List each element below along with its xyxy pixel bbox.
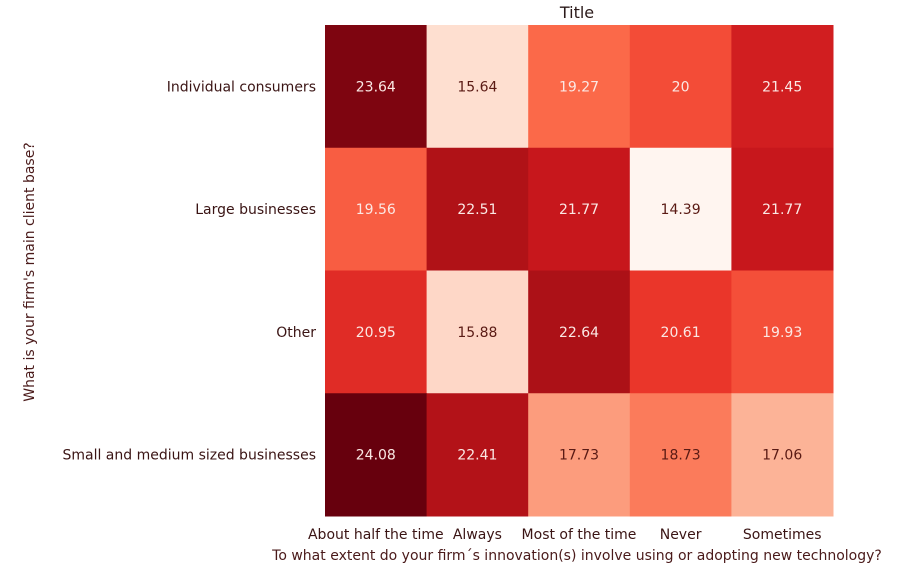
cell-value-label: 17.06: [762, 448, 802, 464]
heatmap-cell: [528, 147, 631, 271]
chart-title: Title: [559, 3, 594, 22]
y-tick-label: Other: [276, 325, 316, 341]
cell-value-label: 19.56: [356, 202, 396, 218]
heatmap-cell: [325, 147, 428, 271]
cell-value-label: 20.61: [661, 325, 701, 341]
y-tick-label: Small and medium sized businesses: [62, 448, 316, 464]
cell-value-label: 22.51: [457, 202, 497, 218]
cell-value-label: 24.08: [356, 448, 396, 464]
y-tick-label: Large businesses: [195, 202, 316, 218]
heatmap-cell: [325, 270, 428, 394]
heatmap-cell: [629, 270, 732, 394]
x-axis-label: To what extent do your firm´s innovation…: [271, 548, 882, 564]
x-tick-label: Never: [660, 527, 702, 543]
heatmap-cell: [528, 270, 631, 394]
heatmap-cell: [731, 147, 834, 271]
x-tick-label: Sometimes: [743, 527, 822, 543]
heatmap-cell: [528, 393, 631, 517]
x-tick-label: About half the time: [308, 527, 444, 543]
heatmap-cell: [426, 270, 529, 394]
x-tick-labels: About half the time Always Most of the tim…: [308, 527, 822, 543]
cell-value-label: 15.64: [457, 79, 497, 95]
heatmap-cell: [325, 25, 428, 149]
heatmap-cells: 23.64 15.64 19.27 20 21.45 19.56 22.51 21.77 14.…: [325, 25, 834, 517]
heatmap-cell: [426, 393, 529, 517]
heatmap-cell: [426, 25, 529, 149]
cell-value-label: 21.77: [559, 202, 599, 218]
cell-value-label: 15.88: [457, 325, 497, 341]
cell-value-label: 20.95: [356, 325, 396, 341]
cell-value-label: 23.64: [356, 79, 396, 95]
heatmap-cell: [731, 393, 834, 517]
cell-value-label: 21.45: [762, 79, 802, 95]
cell-value-label: 22.64: [559, 325, 599, 341]
heatmap-cell: [629, 25, 732, 149]
cell-value-label: 19.93: [762, 325, 802, 341]
heatmap-cell: [325, 393, 428, 517]
heatmap-cell: [629, 393, 732, 517]
x-tick-label: Always: [453, 527, 502, 543]
cell-value-label: 21.77: [762, 202, 802, 218]
heatmap-cell: [629, 147, 732, 271]
heatmap-cell: [731, 25, 834, 149]
x-tick-label: Most of the time: [522, 527, 637, 543]
heatmap-cell: [731, 270, 834, 394]
heatmap-cell: [528, 25, 631, 149]
cell-value-label: 17.73: [559, 448, 599, 464]
cell-value-label: 22.41: [457, 448, 497, 464]
heatmap-cell: [426, 147, 529, 271]
cell-value-label: 14.39: [661, 202, 701, 218]
cell-value-label: 18.73: [661, 448, 701, 464]
y-tick-labels: Individual consumers Large businesses Othe…: [62, 79, 316, 463]
cell-value-label: 20: [672, 79, 690, 95]
y-tick-label: Individual consumers: [167, 79, 316, 95]
cell-value-label: 19.27: [559, 79, 599, 95]
y-axis-label: What is your firm's main client base?: [22, 142, 38, 402]
